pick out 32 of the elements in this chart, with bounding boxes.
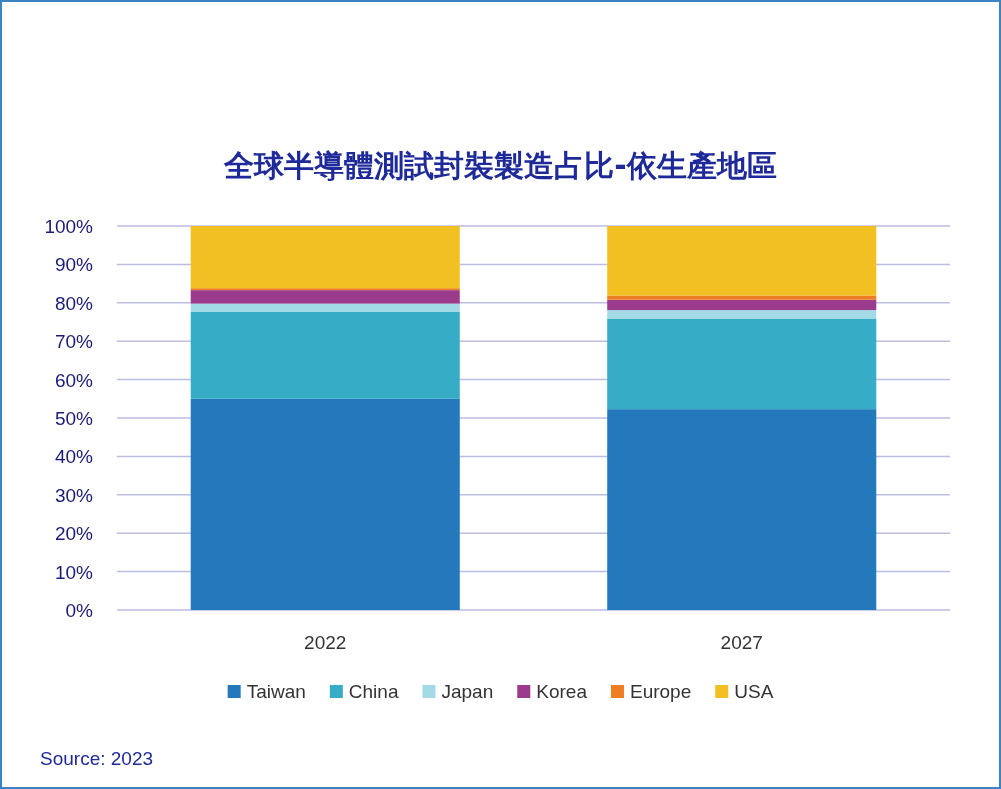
bar <box>190 398 460 610</box>
y-tick-label: 70% <box>54 331 94 353</box>
y-tick-label: 10% <box>54 561 94 583</box>
bar <box>190 226 460 289</box>
bar <box>190 290 460 304</box>
legend-label: USA <box>734 681 774 702</box>
legend-label: Japan <box>441 681 494 702</box>
y-tick-label: 50% <box>54 408 94 429</box>
y-tick-label: 100% <box>44 216 94 237</box>
y-tick-label: 0% <box>65 600 94 621</box>
chart-title: 全球半導體測試封裝製造占比-依生產地區 <box>223 148 777 183</box>
x-tick-label: 2022 <box>304 632 347 653</box>
legend-label: China <box>348 681 399 702</box>
bar <box>190 303 460 313</box>
legend-label: Europe <box>629 681 692 702</box>
bar <box>607 295 877 300</box>
legend-label: Korea <box>536 681 588 702</box>
y-tick-label: 40% <box>54 446 94 468</box>
bar <box>607 409 877 610</box>
bar <box>607 226 877 296</box>
source-note: Source: 2023 <box>40 748 154 769</box>
y-tick-label: 60% <box>54 369 94 391</box>
y-tick-label: 80% <box>54 292 94 314</box>
x-tick-label: 2027 <box>720 632 763 653</box>
legend-label: Taiwan <box>246 681 306 702</box>
y-tick-label: 20% <box>54 523 94 545</box>
bar <box>607 318 877 410</box>
bar <box>190 312 460 399</box>
y-tick-label: 90% <box>54 254 94 276</box>
bar <box>607 299 877 311</box>
bar <box>607 310 877 319</box>
y-tick-label: 30% <box>54 484 94 506</box>
